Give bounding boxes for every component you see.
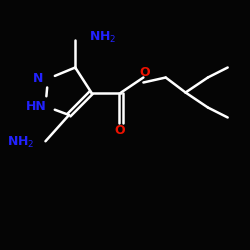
Text: HN: HN [26, 100, 46, 113]
Text: N: N [33, 72, 44, 85]
Text: O: O [139, 66, 150, 79]
Text: NH$_2$: NH$_2$ [89, 30, 116, 45]
Text: O: O [114, 124, 125, 136]
Text: NH$_2$: NH$_2$ [7, 135, 34, 150]
